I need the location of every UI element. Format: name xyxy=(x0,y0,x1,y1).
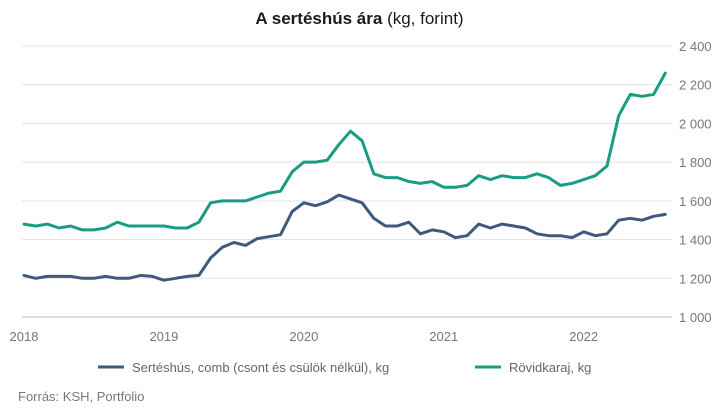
y-tick-label: 1 600 xyxy=(679,194,712,209)
x-tick-label: 2019 xyxy=(149,329,178,344)
x-tick-label: 2021 xyxy=(429,329,458,344)
legend: Sertéshús, comb (csont és csülök nélkül)… xyxy=(98,360,591,375)
series-line-1 xyxy=(22,71,667,232)
series-lines xyxy=(22,71,667,282)
y-tick-label: 1 200 xyxy=(679,271,712,286)
y-axis-ticks: 1 000 1 200 1 400 1 600 1 800 2 000 2 200 2 400 xyxy=(679,39,712,325)
x-tick-label: 2020 xyxy=(289,329,318,344)
chart-title-main: A sertéshús ára xyxy=(255,9,383,28)
legend-label-1: Rövidkaraj, kg xyxy=(509,360,591,375)
y-tick-label: 2 400 xyxy=(679,39,712,54)
source-note: Forrás: KSH, Portfolio xyxy=(18,389,145,404)
y-tick-label: 2 000 xyxy=(679,116,712,131)
series-line-0 xyxy=(22,193,667,282)
x-tick-label: 2022 xyxy=(569,329,598,344)
legend-label-0: Sertéshús, comb (csont és csülök nélkül)… xyxy=(132,360,389,375)
y-tick-label: 2 200 xyxy=(679,78,712,93)
chart-title-suffix: (kg, forint) xyxy=(387,9,464,28)
chart-title: A sertéshús ára (kg, forint) xyxy=(0,9,719,29)
x-axis-ticks: 2018 2019 2020 2021 2022 xyxy=(10,329,599,344)
y-tick-label: 1 800 xyxy=(679,155,712,170)
y-tick-label: 1 000 xyxy=(679,310,712,325)
y-tick-label: 1 400 xyxy=(679,233,712,248)
x-tick-label: 2018 xyxy=(10,329,39,344)
